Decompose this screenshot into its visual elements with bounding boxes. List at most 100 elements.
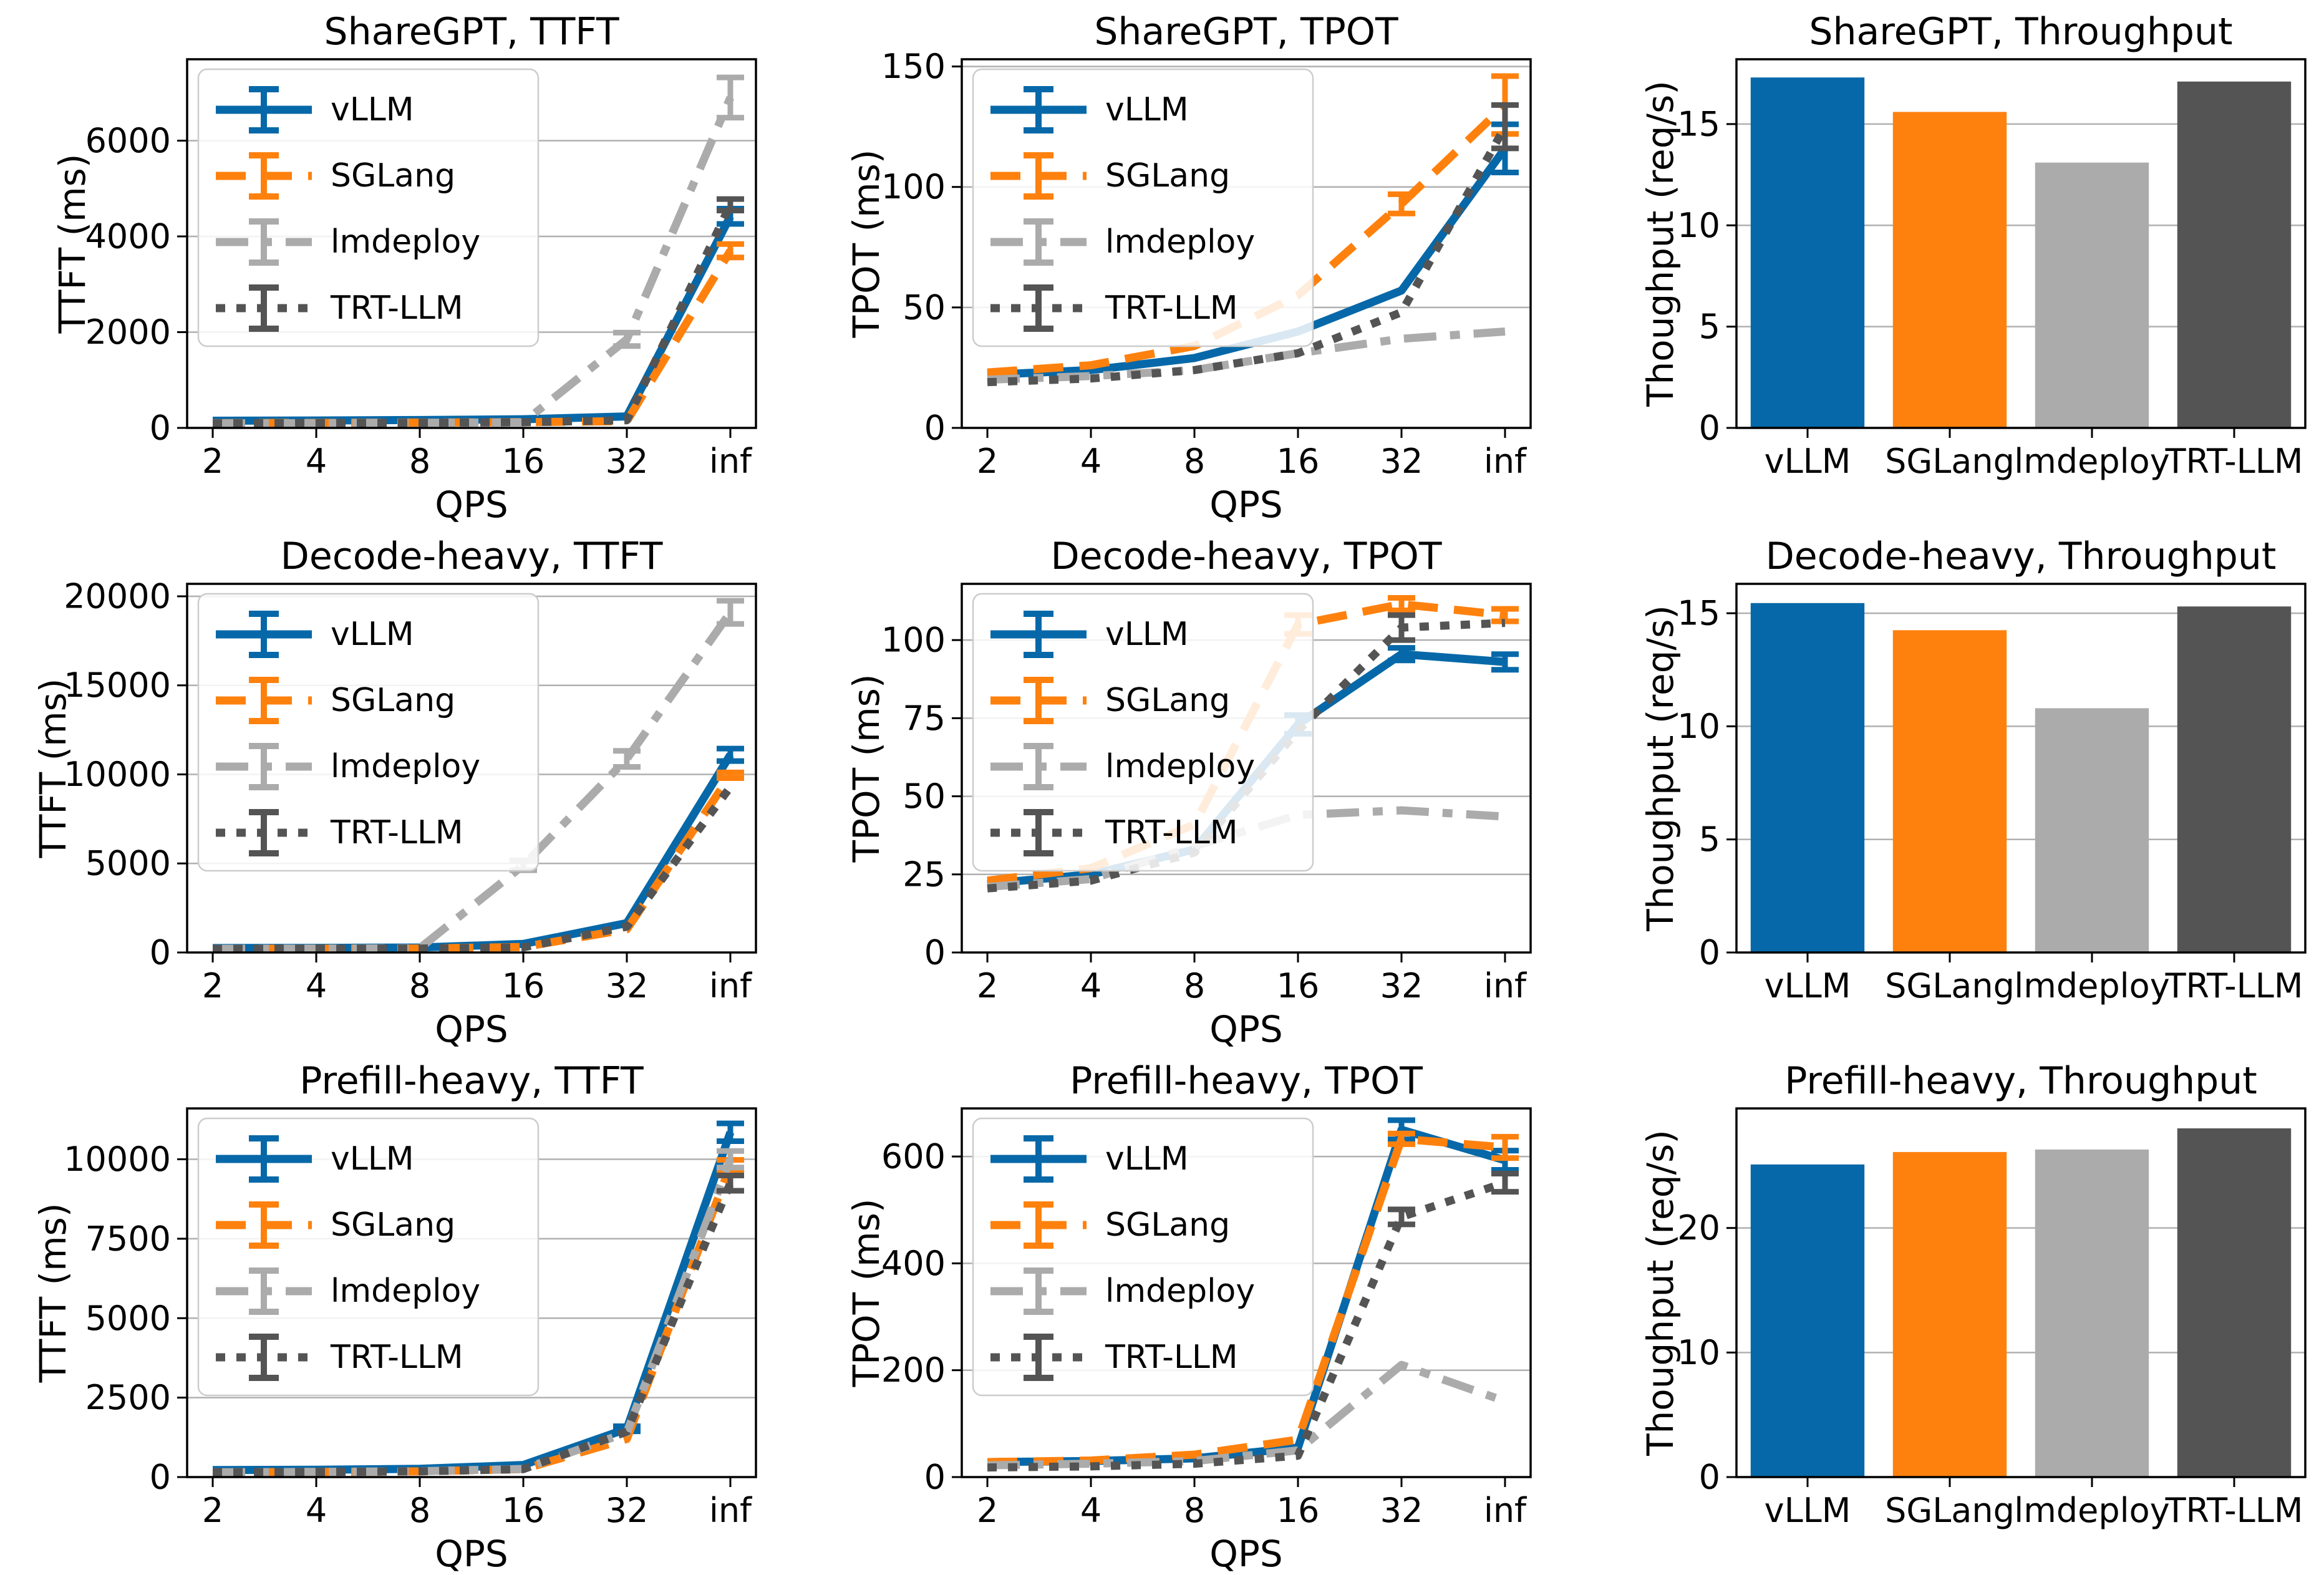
x-tick-label: 8 bbox=[409, 442, 430, 481]
y-axis-label: TPOT (ms) bbox=[845, 150, 888, 339]
x-tick-label: 32 bbox=[606, 1491, 649, 1530]
chart-title: ShareGPT, TTFT bbox=[324, 10, 619, 54]
y-tick-label: 75 bbox=[903, 699, 946, 738]
x-axis-label: QPS bbox=[435, 1533, 508, 1574]
legend-label-SGLang: SGLang bbox=[331, 157, 455, 195]
y-tick-label: 4000 bbox=[85, 216, 171, 256]
y-tick-label: 20 bbox=[1677, 1208, 1720, 1248]
chart-canvas-decode-ttft: 0 5000 10000 15000 20000 2 4 8 16 32 inf TTFT (ms) Q… bbox=[32, 576, 757, 1049]
y-axis-label: TTFT (ms) bbox=[32, 678, 74, 858]
chart-canvas-prefill-ttft: 0 2500 5000 7500 10000 2 4 8 16 32 inf TTFT (ms) QPS… bbox=[32, 1107, 757, 1574]
legend-box bbox=[972, 68, 1314, 347]
legend-label-SGLang: SGLang bbox=[1105, 682, 1230, 719]
x-tick-label: TRT-LLM bbox=[2165, 1491, 2303, 1530]
y-tick-label: 7500 bbox=[85, 1219, 171, 1258]
bar-SGLang bbox=[1892, 112, 2007, 428]
y-tick-label: 25 bbox=[903, 855, 946, 894]
y-tick-label: 50 bbox=[903, 777, 946, 816]
legend-label-TRT-LLM: TRT-LLM bbox=[1105, 814, 1238, 851]
y-tick-label: 5000 bbox=[85, 1299, 171, 1338]
subplot-sharegpt-tpot: ShareGPT, TPOT 0 50 100 150 2 4 8 16 32 inf TPOT (… bbox=[775, 0, 1549, 525]
y-tick-label: 0 bbox=[1699, 1458, 1720, 1497]
x-tick-label: inf bbox=[1484, 1491, 1528, 1530]
legend-label-vLLM: vLLM bbox=[1105, 91, 1189, 128]
x-tick-label: 4 bbox=[1080, 442, 1101, 481]
y-tick-label: 0 bbox=[150, 933, 171, 972]
y-axis-label: Thoughput (req/s) bbox=[1639, 1130, 1682, 1456]
y-tick-label: 5000 bbox=[85, 844, 171, 883]
axes-frame bbox=[186, 1107, 757, 1478]
y-tick-label: 15000 bbox=[64, 666, 171, 705]
series-line-SGLang bbox=[987, 1135, 1506, 1466]
legend-label-SGLang: SGLang bbox=[331, 1206, 455, 1244]
x-tick-label: 2 bbox=[202, 966, 223, 1006]
y-tick-label: 400 bbox=[881, 1244, 946, 1283]
x-tick-label: 2 bbox=[202, 1491, 223, 1530]
chart-title: Prefill-heavy, TTFT bbox=[299, 1059, 644, 1103]
x-tick-label: 4 bbox=[306, 1491, 327, 1530]
y-tick-label: 5 bbox=[1699, 307, 1720, 346]
bar-TRT-LLM bbox=[2177, 606, 2292, 952]
x-tick-label: 16 bbox=[502, 1491, 545, 1530]
x-tick-label: SGLang bbox=[1885, 1491, 2015, 1530]
y-tick-label: 0 bbox=[924, 933, 946, 972]
x-axis-label: QPS bbox=[435, 1008, 508, 1049]
axes-frame bbox=[186, 58, 757, 429]
bar-lmdeploy bbox=[2035, 1149, 2149, 1477]
chart-title: Decode-heavy, TTFT bbox=[280, 535, 663, 578]
x-tick-label: SGLang bbox=[1885, 442, 2015, 481]
y-tick-label: 15 bbox=[1677, 594, 1720, 633]
chart-title: ShareGPT, TPOT bbox=[1094, 10, 1398, 54]
axes-frame bbox=[186, 583, 757, 954]
bar-SGLang bbox=[1892, 630, 2007, 952]
legend-box bbox=[197, 1117, 540, 1397]
chart-title: Prefill-heavy, TPOT bbox=[1070, 1059, 1423, 1103]
x-tick-label: 16 bbox=[1277, 1491, 1320, 1530]
y-axis-label: TTFT (ms) bbox=[32, 1203, 74, 1383]
x-tick-label: 32 bbox=[1380, 1491, 1423, 1530]
x-tick-label: 16 bbox=[502, 442, 545, 481]
subplot-prefill-heavy-throughput: Prefill-heavy, Throughput 0 10 20 vLLM SGLan… bbox=[1549, 1049, 2324, 1574]
x-tick-label: 4 bbox=[306, 442, 327, 481]
y-tick-label: 5 bbox=[1699, 820, 1720, 859]
bar-vLLM bbox=[1750, 603, 1865, 952]
legend-label-lmdeploy: lmdeploy bbox=[331, 1272, 480, 1310]
legend-label-TRT-LLM: TRT-LLM bbox=[330, 1339, 463, 1376]
legend-label-SGLang: SGLang bbox=[1105, 157, 1230, 195]
legend-label-SGLang: SGLang bbox=[331, 682, 455, 719]
y-tick-label: 20000 bbox=[64, 576, 171, 616]
axes-frame bbox=[961, 1107, 1532, 1478]
x-axis-label: QPS bbox=[1209, 1533, 1282, 1574]
y-tick-label: 10 bbox=[1677, 206, 1720, 245]
legend-label-lmdeploy: lmdeploy bbox=[1105, 223, 1255, 261]
bar-TRT-LLM bbox=[2177, 81, 2292, 428]
y-tick-label: 50 bbox=[903, 288, 946, 327]
axes-frame bbox=[1735, 583, 2307, 954]
legend-label-TRT-LLM: TRT-LLM bbox=[1105, 289, 1238, 327]
chart-title: Decode-heavy, Throughput bbox=[1765, 535, 2277, 578]
axes-frame bbox=[961, 583, 1532, 954]
x-tick-label: lmdeploy bbox=[2014, 966, 2169, 1006]
chart-title: Decode-heavy, TPOT bbox=[1050, 535, 1442, 578]
y-tick-label: 10000 bbox=[64, 755, 171, 794]
series-line-SGLang bbox=[987, 102, 1508, 377]
legend-label-lmdeploy: lmdeploy bbox=[331, 223, 480, 261]
x-tick-label: inf bbox=[709, 442, 753, 481]
x-tick-label: 2 bbox=[977, 1491, 998, 1530]
y-axis-label: TTFT (ms) bbox=[51, 153, 94, 334]
y-tick-label: 10000 bbox=[64, 1140, 171, 1179]
x-tick-label: 2 bbox=[977, 442, 998, 481]
x-axis-label: QPS bbox=[1209, 1008, 1282, 1049]
bar-vLLM bbox=[1750, 1164, 1865, 1477]
x-tick-label: 16 bbox=[1277, 442, 1320, 481]
y-tick-label: 0 bbox=[1699, 409, 1720, 448]
x-tick-label: 8 bbox=[409, 966, 430, 1006]
y-axis-label: Thoughput (req/s) bbox=[1639, 605, 1682, 932]
x-tick-label: inf bbox=[1484, 442, 1528, 481]
subplot-decode-heavy-tpot: Decode-heavy, TPOT 0 25 50 75 100 2 4 8 16 32 inf T… bbox=[775, 525, 1549, 1049]
y-tick-label: 0 bbox=[1699, 933, 1720, 972]
y-tick-label: 10 bbox=[1677, 1333, 1720, 1372]
